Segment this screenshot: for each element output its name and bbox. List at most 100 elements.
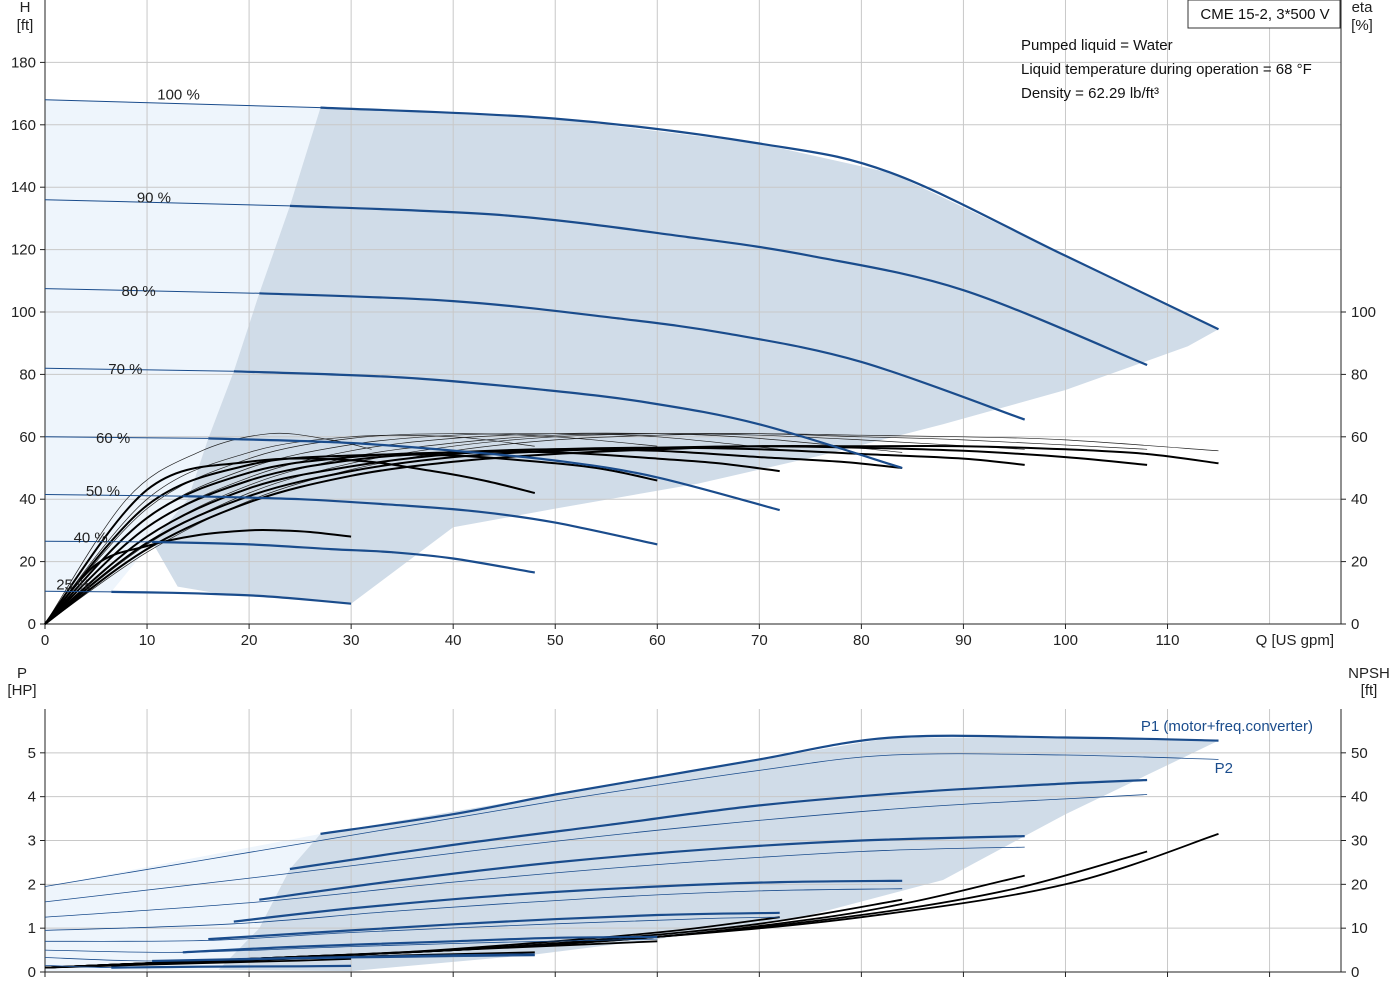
head-grid xyxy=(44,0,1341,624)
power-y-tick-label: 1 xyxy=(28,920,36,937)
x-tick-label: 10 xyxy=(139,632,156,649)
y2-tick-label: 20 xyxy=(1351,554,1368,571)
speed-label: 100 % xyxy=(157,87,200,104)
head-curve-extension xyxy=(44,494,183,497)
p2-curve xyxy=(44,753,1219,887)
speed-label: 90 % xyxy=(137,190,171,207)
x-tick-label: 30 xyxy=(343,632,360,649)
p1-series-label: P1 (motor+freq.converter) xyxy=(1141,718,1313,735)
efficiency-envelope-curve xyxy=(44,432,1148,625)
head-curve-extension xyxy=(44,590,112,593)
head-curve-extension xyxy=(44,199,290,207)
efficiency-envelope-curve xyxy=(44,434,535,625)
head-curve xyxy=(320,106,1219,331)
info-line: Liquid temperature during operation = 68… xyxy=(1021,61,1312,78)
x-tick-label: 60 xyxy=(649,632,666,649)
y-axis-unit: [ft] xyxy=(17,17,34,34)
p1-curve xyxy=(289,778,1148,871)
power-operating-region xyxy=(218,737,1219,972)
y-tick-label: 120 xyxy=(11,242,36,259)
head-curve xyxy=(182,495,658,546)
x-tick-label: 70 xyxy=(751,632,768,649)
x-axis-label: Q [US gpm] xyxy=(1256,632,1334,649)
power-y-tick-label: 0 xyxy=(28,964,36,981)
efficiency-envelope-curve xyxy=(44,432,372,625)
p1-curve xyxy=(208,911,780,941)
head-curve-extension xyxy=(44,288,260,294)
y2-axis-unit: [%] xyxy=(1351,17,1373,34)
info-line: Pumped liquid = Water xyxy=(1021,37,1173,54)
npsh-curve xyxy=(44,940,658,969)
npsh-tick-label: 30 xyxy=(1351,833,1368,850)
y2-tick-label: 40 xyxy=(1351,491,1368,508)
npsh-curve xyxy=(44,958,352,969)
y-tick-label: 40 xyxy=(19,491,36,508)
p2-curve xyxy=(44,846,1025,918)
p2-curve xyxy=(44,888,903,931)
y2-tick-label: 0 xyxy=(1351,616,1359,633)
y2-tick-label: 60 xyxy=(1351,429,1368,446)
head-curve xyxy=(152,540,535,574)
npsh-tick-label: 50 xyxy=(1351,745,1368,762)
head-operating-region xyxy=(152,107,1219,604)
efficiency-curve xyxy=(44,453,658,625)
title-box xyxy=(1187,0,1341,29)
y-tick-label: 100 xyxy=(11,304,36,321)
head-curve xyxy=(259,292,1026,421)
head-curve-extension xyxy=(44,436,209,439)
p1-curve xyxy=(182,935,658,954)
p1-curve xyxy=(320,734,1219,835)
head-curve-extension xyxy=(44,367,234,372)
x-tick-label: 40 xyxy=(445,632,462,649)
y2-tick-label: 80 xyxy=(1351,366,1368,383)
y2-axis-label: eta xyxy=(1352,0,1374,16)
efficiency-envelope-curve xyxy=(44,433,1025,625)
y-tick-label: 80 xyxy=(19,366,36,383)
p2-curve xyxy=(44,794,1148,903)
efficiency-curve xyxy=(44,450,780,625)
head-curve xyxy=(208,437,780,512)
speed-label: 40 % xyxy=(74,530,108,547)
power-chart xyxy=(40,709,1346,977)
power-y-tick-label: 2 xyxy=(28,876,36,893)
x-tick-label: 110 xyxy=(1156,632,1180,649)
p1-curve xyxy=(111,964,352,969)
y-tick-label: 20 xyxy=(19,554,36,571)
x-tick-label: 50 xyxy=(547,632,564,649)
head-curve-extension xyxy=(44,540,153,543)
npsh-tick-label: 40 xyxy=(1351,789,1368,806)
head-curve-extension xyxy=(44,99,321,109)
speed-label: 25 % xyxy=(56,576,90,593)
y-tick-label: 160 xyxy=(11,117,36,134)
x-tick-label: 0 xyxy=(41,632,49,649)
npsh-tick-label: 10 xyxy=(1351,920,1368,937)
x-tick-label: 100 xyxy=(1053,632,1078,649)
power-axis-unit: [HP] xyxy=(7,682,36,699)
power-operating-region-light xyxy=(45,833,321,972)
y-tick-label: 0 xyxy=(28,616,36,633)
head-operating-region-light xyxy=(45,99,321,592)
power-axis-label: P xyxy=(17,665,27,682)
speed-label: 50 % xyxy=(86,483,120,500)
npsh-tick-label: 0 xyxy=(1351,964,1359,981)
p1-curve xyxy=(233,879,903,923)
x-tick-label: 80 xyxy=(853,632,870,649)
efficiency-curve xyxy=(44,528,352,625)
y-tick-label: 60 xyxy=(19,429,36,446)
efficiency-curve xyxy=(44,457,536,625)
x-tick-label: 20 xyxy=(241,632,258,649)
npsh-axis-label: NPSH xyxy=(1348,665,1390,682)
y-tick-label: 140 xyxy=(11,179,36,196)
x-tick-label: 90 xyxy=(955,632,972,649)
power-y-tick-label: 3 xyxy=(28,833,36,850)
p1-curve xyxy=(259,835,1025,901)
npsh-axis-unit: [ft] xyxy=(1361,682,1378,699)
p2-curve xyxy=(44,938,658,953)
p1-curve xyxy=(152,953,535,963)
p2-curve xyxy=(44,916,780,942)
pump-title: CME 15-2, 3*500 V xyxy=(1200,6,1329,23)
y-axis-label: H xyxy=(20,0,31,16)
npsh-tick-label: 20 xyxy=(1351,876,1368,893)
